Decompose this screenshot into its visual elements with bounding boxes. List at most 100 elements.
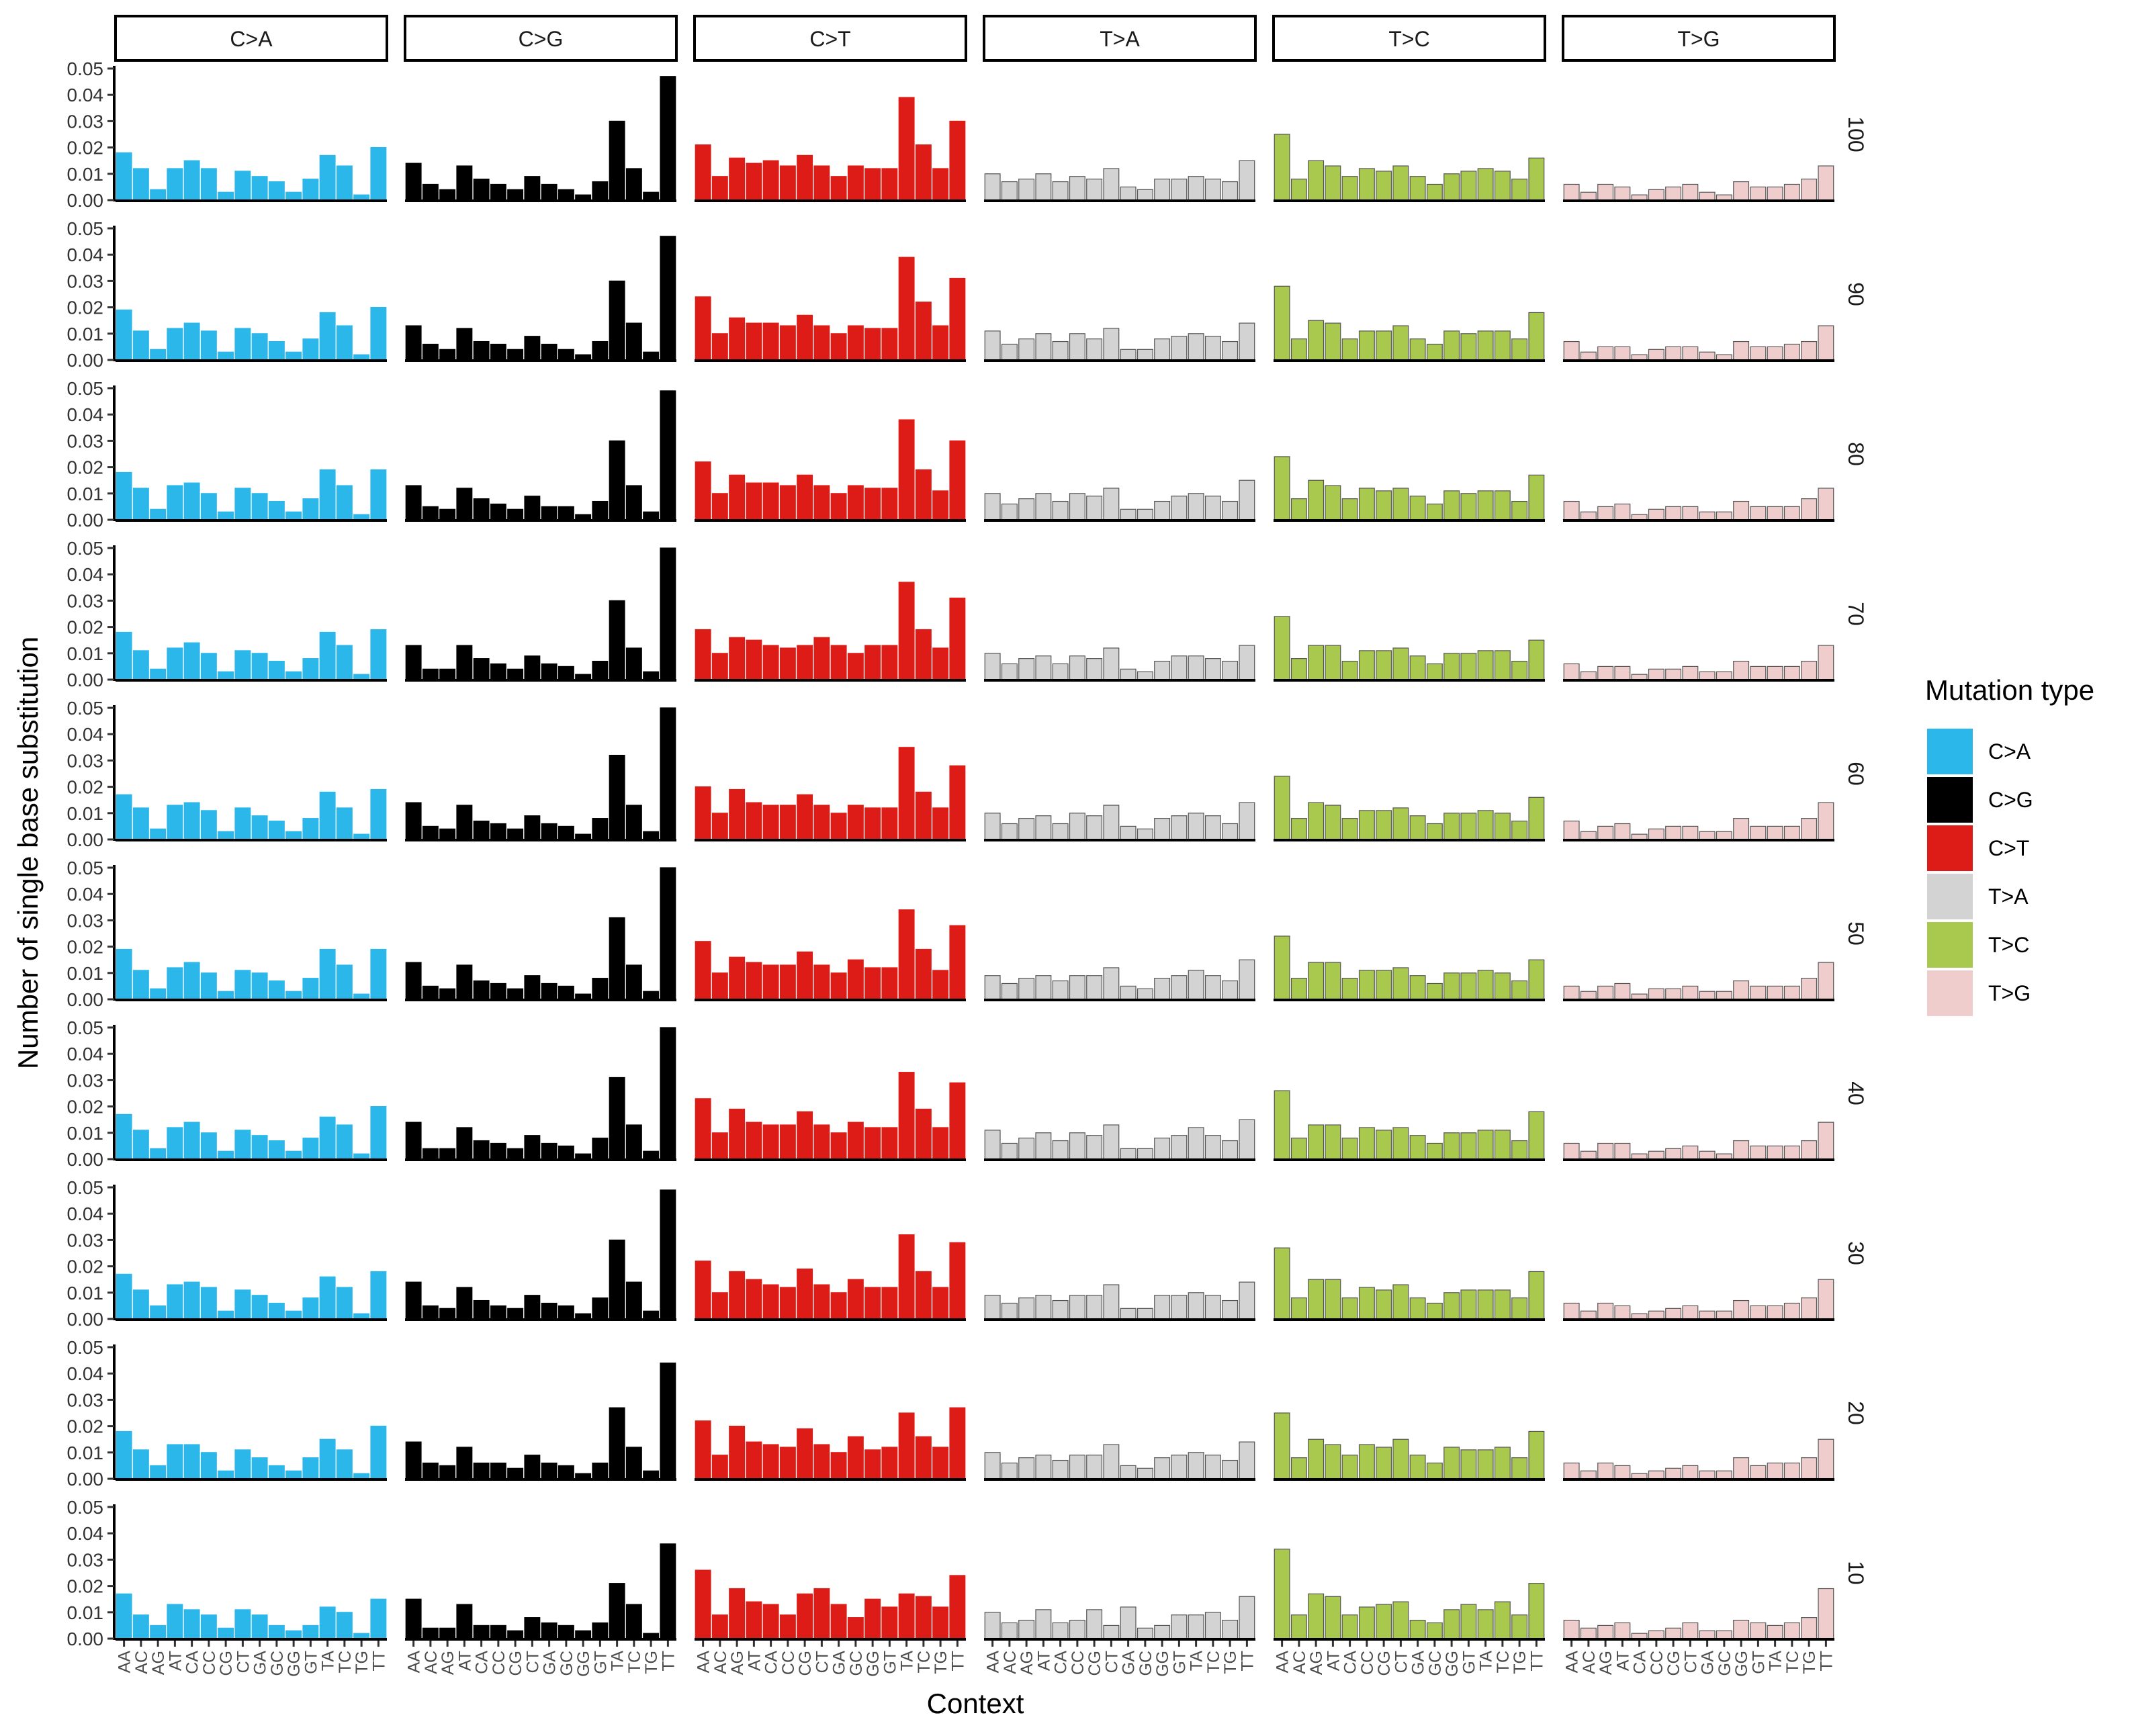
bar-30-ttoc-ca (1341, 1297, 1358, 1320)
bar-80-ttog-tg (1801, 498, 1818, 520)
bar-30-ttoa-gc (1137, 1308, 1153, 1320)
bar-50-ttoa-ta (1188, 970, 1204, 1000)
bar-90-ctot-aa (695, 296, 711, 361)
bar-100-ctoa-ac (132, 168, 149, 201)
bar-30-ttoa-ga (1120, 1308, 1137, 1320)
bar-10-ctog-ac (422, 1627, 439, 1639)
bar-10-ctoa-ac (132, 1614, 149, 1639)
x-tick-label: AA (984, 1651, 1003, 1674)
bar-50-ctot-gt (881, 967, 898, 1000)
bar-30-ctoa-tc (336, 1287, 353, 1320)
bar-50-ctoa-gg (285, 991, 302, 1000)
bar-20-ctot-ct (813, 1444, 830, 1479)
bar-70-ttoc-at (1325, 645, 1341, 680)
bar-20-ttoa-cg (1086, 1455, 1103, 1479)
bar-50-ttoa-ct (1103, 967, 1120, 1000)
bar-30-ttoa-gt (1171, 1295, 1188, 1320)
bar-30-ctog-ca (473, 1299, 490, 1320)
bar-50-ctog-gc (558, 985, 574, 1000)
bar-70-ctoa-cc (200, 653, 217, 680)
bar-100-ttoa-aa (984, 173, 1001, 201)
bar-60-ttoc-ca (1341, 818, 1358, 840)
bar-50-ctog-cg (507, 988, 524, 1000)
bar-60-ttoa-tc (1204, 815, 1221, 840)
bar-60-ctot-ca (762, 805, 779, 840)
bar-40-ctog-ag (439, 1148, 456, 1160)
y-tick-label: 0.00 (67, 829, 104, 850)
x-tick-label: GT (1749, 1651, 1768, 1674)
bar-50-ctot-tc (915, 948, 932, 1000)
bar-10-ttoc-tc (1494, 1601, 1511, 1639)
bar-80-ctot-ta (898, 419, 915, 520)
bar-90-ctoa-cc (200, 330, 217, 361)
bar-90-ttog-ga (1699, 351, 1716, 361)
bar-70-ttoc-ga (1409, 655, 1426, 680)
bar-50-ctoa-ga (251, 972, 268, 1000)
x-tick-label: CG (796, 1651, 815, 1676)
bar-20-ttoc-ga (1409, 1455, 1426, 1479)
bar-10-ctoa-tt (370, 1598, 387, 1639)
bar-80-ttoa-cc (1069, 493, 1085, 520)
bar-10-ctoa-ag (150, 1625, 167, 1639)
bar-10-ttoa-gc (1137, 1627, 1153, 1639)
bar-30-ctoa-cg (218, 1310, 234, 1320)
bar-50-ttoa-gc (1137, 988, 1153, 1000)
bar-20-ttog-tt (1818, 1438, 1834, 1479)
bar-60-ttoc-ta (1477, 810, 1494, 840)
bar-10-ctoa-gg (285, 1630, 302, 1639)
bar-60-ctoa-gg (285, 831, 302, 840)
bar-50-ttoa-ag (1018, 978, 1035, 1000)
bar-40-ctot-aa (695, 1098, 711, 1160)
bar-80-ttog-gg (1733, 500, 1750, 520)
bar-90-ttoa-cc (1069, 333, 1085, 361)
bar-10-ttog-ta (1767, 1625, 1783, 1639)
bar-80-ttog-at (1614, 503, 1631, 520)
bar-60-ttog-aa (1563, 820, 1580, 840)
bar-60-ttoa-at (1035, 815, 1052, 840)
bar-20-ctoa-at (167, 1444, 183, 1479)
y-tick-label: 0.04 (67, 404, 104, 425)
x-tick-label: CC (1648, 1651, 1666, 1675)
bar-90-ctot-cc (779, 325, 796, 361)
bar-10-ctog-ca (473, 1625, 490, 1639)
bar-100-ctot-at (746, 163, 762, 201)
bar-90-ttoa-gg (1154, 338, 1171, 361)
bar-50-ctog-ga (541, 983, 558, 1000)
bar-80-ctot-aa (695, 461, 711, 520)
bar-90-ttog-ct (1682, 346, 1699, 361)
bar-80-ctoa-gg (285, 511, 302, 520)
bar-10-ttoa-ag (1018, 1619, 1035, 1639)
bar-10-ctoa-cg (218, 1627, 234, 1639)
bar-10-ctoa-ga (251, 1614, 268, 1639)
bar-50-ctoa-cg (218, 991, 234, 1000)
bar-60-ctog-gt (592, 818, 609, 840)
bar-70-ctog-ct (524, 655, 541, 680)
x-tick-label: CT (1681, 1651, 1700, 1673)
bar-50-ctog-cc (490, 983, 506, 1000)
bar-50-ttog-aa (1563, 985, 1580, 1000)
bar-20-ctoa-aa (116, 1430, 132, 1479)
bar-90-ctoa-ca (183, 322, 200, 361)
bar-30-ctot-aa (695, 1261, 711, 1320)
legend-label-ctog: C>G (1988, 788, 2033, 812)
bar-30-ctot-gg (864, 1287, 881, 1320)
bar-70-ctot-at (746, 639, 762, 680)
bar-40-ttog-ta (1767, 1145, 1783, 1160)
bar-70-ctoa-cg (218, 671, 234, 680)
bar-10-ctog-gg (575, 1630, 592, 1639)
bar-40-ctog-gt (592, 1138, 609, 1160)
strip-label-ttoc: T>C (1388, 27, 1429, 51)
bar-50-ttoa-cc (1069, 975, 1085, 1000)
bar-70-ctog-aa (405, 645, 422, 680)
bar-80-ctog-tc (625, 485, 642, 520)
bar-60-ttoa-ac (1001, 823, 1018, 840)
y-tick-label: 0.01 (67, 1123, 104, 1144)
bar-50-ttog-ac (1580, 991, 1597, 1000)
y-tick-label: 0.03 (67, 111, 104, 132)
bar-60-ttoc-tc (1494, 813, 1511, 840)
bar-70-ctot-ta (898, 582, 915, 680)
bar-30-ctog-ac (422, 1305, 439, 1320)
bar-60-ctog-ag (439, 828, 456, 840)
bar-60-ctoa-ct (234, 807, 251, 840)
bar-50-ttog-gc (1716, 991, 1732, 1000)
